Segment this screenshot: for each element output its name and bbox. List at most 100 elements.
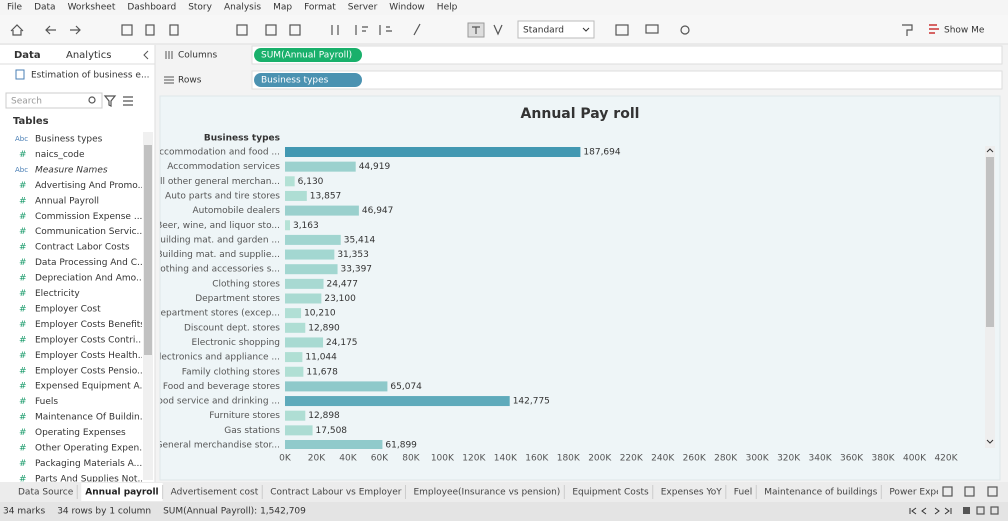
bar[interactable] xyxy=(285,308,302,319)
field-name[interactable]: Other Operating Expen... xyxy=(35,444,148,454)
bar[interactable] xyxy=(285,322,306,333)
view-icon[interactable] xyxy=(123,96,133,106)
menu-item[interactable]: Help xyxy=(437,3,458,13)
field-scroll-thumb[interactable] xyxy=(144,145,152,355)
menu-item[interactable]: Map xyxy=(273,3,292,13)
swap-icon[interactable] xyxy=(331,25,339,35)
menu-item[interactable]: Window xyxy=(389,3,425,13)
show-me[interactable]: Show Me xyxy=(944,26,985,36)
new-worksheet-icon[interactable] xyxy=(942,486,953,497)
sheet-tab[interactable]: Employee(Insurance vs pension) xyxy=(413,488,560,498)
field-name[interactable]: Employer Costs Contri... xyxy=(35,335,144,345)
field-name[interactable]: Commission Expense ... xyxy=(35,212,142,222)
forward-icon[interactable] xyxy=(70,25,81,35)
list-view-icon[interactable] xyxy=(976,506,985,515)
field-name[interactable]: Electricity xyxy=(35,289,80,299)
film-view-icon[interactable] xyxy=(990,506,999,515)
field-name[interactable]: Expensed Equipment A... xyxy=(35,382,148,392)
save-icon[interactable] xyxy=(121,24,133,36)
menu-item[interactable]: Story xyxy=(188,3,212,13)
sheet-tab[interactable]: Power Expenditure xyxy=(889,488,974,498)
sort-asc-icon[interactable] xyxy=(355,25,368,35)
back-icon[interactable] xyxy=(45,25,56,35)
field-name[interactable]: Maintenance Of Buildin... xyxy=(35,413,148,423)
sheet-tab-bg[interactable] xyxy=(729,483,757,501)
menu-item[interactable]: Data xyxy=(34,3,56,13)
sheet-tab[interactable]: Annual payroll xyxy=(85,488,158,498)
bar[interactable] xyxy=(285,220,290,231)
field-name[interactable]: Business types xyxy=(35,135,103,145)
field-name[interactable]: Communication Servic... xyxy=(35,227,145,237)
bar[interactable] xyxy=(285,278,324,289)
menu-item[interactable]: Dashboard xyxy=(127,3,176,13)
new-sheet-icon[interactable] xyxy=(236,24,248,36)
sheet-tab[interactable]: Equipment Costs xyxy=(572,488,649,498)
menu-item[interactable]: File xyxy=(7,3,23,13)
field-name[interactable]: Parts And Supplies Not... xyxy=(35,474,146,484)
bar[interactable] xyxy=(285,366,304,377)
sheet-tab-bg[interactable] xyxy=(760,483,882,501)
highlight-icon[interactable] xyxy=(413,23,421,36)
data-tab[interactable]: Data xyxy=(14,50,41,61)
bar[interactable] xyxy=(285,205,359,216)
new-story-icon[interactable] xyxy=(987,486,998,497)
data-source[interactable]: Estimation of business e... xyxy=(31,71,150,81)
sheet-tab[interactable]: Advertisement cost xyxy=(171,488,259,498)
field-name[interactable]: Packaging Materials A... xyxy=(35,459,142,469)
pin-icon[interactable] xyxy=(493,24,503,36)
bar[interactable] xyxy=(285,337,324,348)
bar[interactable] xyxy=(285,293,322,304)
field-name[interactable]: Operating Expenses xyxy=(35,428,126,438)
sort-desc-icon[interactable] xyxy=(379,25,392,35)
pause-icon[interactable] xyxy=(169,24,179,36)
bar[interactable] xyxy=(285,249,335,260)
rows-shelf[interactable] xyxy=(251,70,1003,90)
field-name[interactable]: Employer Cost xyxy=(35,304,101,314)
home-icon[interactable] xyxy=(10,24,24,36)
analytics-tab[interactable]: Analytics xyxy=(66,50,111,61)
sheet-tab[interactable]: Data Source xyxy=(18,488,74,498)
sheet-tab-bg[interactable] xyxy=(266,483,406,501)
sheet-tab[interactable]: Contract Labour vs Employer xyxy=(270,488,402,498)
bar[interactable] xyxy=(285,190,307,201)
bar[interactable] xyxy=(285,264,338,275)
bar[interactable] xyxy=(285,381,388,392)
field-name[interactable]: naics_code xyxy=(35,150,85,160)
fit-icon[interactable] xyxy=(615,24,629,36)
chart-scroll-thumb[interactable] xyxy=(986,157,994,327)
menu-item[interactable]: Worksheet xyxy=(68,3,116,13)
rows-pill[interactable] xyxy=(254,73,362,87)
menu-item[interactable]: Format xyxy=(304,3,336,13)
mark-dropdown[interactable] xyxy=(517,20,595,39)
bar[interactable] xyxy=(285,440,383,450)
field-name[interactable]: Employer Costs Health... xyxy=(35,351,146,361)
share-icon[interactable] xyxy=(680,25,690,35)
duplicate-icon[interactable] xyxy=(265,24,277,36)
bar[interactable] xyxy=(285,352,303,363)
columns-shelf[interactable] xyxy=(251,45,1003,65)
new-dashboard-icon[interactable] xyxy=(964,486,975,497)
collapse-icon[interactable] xyxy=(143,50,149,60)
menu-item[interactable]: Server xyxy=(348,3,378,13)
bar[interactable] xyxy=(285,161,356,172)
clear-icon[interactable] xyxy=(289,24,301,36)
presentation-icon[interactable] xyxy=(645,24,659,34)
menu-item[interactable]: Analysis xyxy=(224,3,261,13)
sheet-tab[interactable]: Expenses YoY xyxy=(661,488,723,498)
scroll-arrows[interactable] xyxy=(986,148,994,444)
bar[interactable] xyxy=(285,147,581,157)
bar[interactable] xyxy=(285,176,295,187)
field-name[interactable]: Contract Labor Costs xyxy=(35,243,130,253)
sheet-tab-bg[interactable] xyxy=(166,483,263,501)
field-name[interactable]: Annual Payroll xyxy=(35,196,99,206)
filter-icon[interactable] xyxy=(103,95,117,107)
sheet-tab[interactable]: Fuel xyxy=(734,488,752,498)
field-name[interactable]: Fuels xyxy=(35,397,58,407)
sheet-tab-bg[interactable] xyxy=(81,483,163,501)
sheet-tab[interactable]: Maintenance of buildings xyxy=(764,488,877,498)
columns-pill[interactable] xyxy=(254,48,362,62)
field-name[interactable]: Depreciation And Amo... xyxy=(35,274,145,284)
field-name[interactable]: Employer Costs Benefits xyxy=(35,320,145,330)
field-name[interactable]: Advertising And Promo... xyxy=(35,181,146,191)
sheet-tab-bg[interactable] xyxy=(2,483,78,501)
